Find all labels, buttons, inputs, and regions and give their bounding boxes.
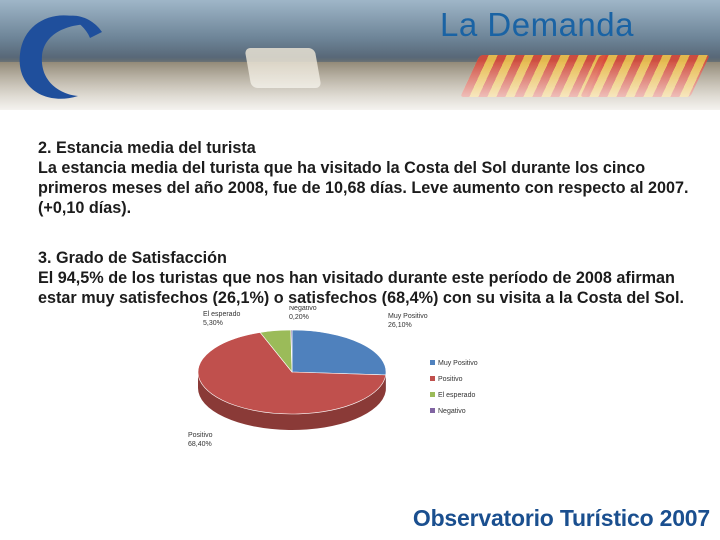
legend-label-1: Positivo <box>438 376 463 383</box>
banner-fade <box>0 60 720 110</box>
legend-label-2: El esperado <box>438 392 475 399</box>
section-heading: 3. Grado de Satisfacción <box>38 249 227 267</box>
section-stay: 2. Estancia media del turista La estanci… <box>38 138 698 218</box>
legend-swatch-0 <box>430 360 435 365</box>
pie-chart-svg: Muy Positivo 26,10% Positivo 68,40% El esper… <box>188 306 478 448</box>
legend-swatch-1 <box>430 376 435 381</box>
pie-slice-3 <box>290 329 293 373</box>
satisfaction-pie-chart: Muy Positivo 26,10% Positivo 68,40% El esper… <box>173 306 495 472</box>
legend-label-3: Negativo <box>438 408 466 415</box>
header-banner: La Demanda <box>0 0 720 110</box>
legend-swatch-2 <box>430 392 435 397</box>
data-label-1-value: 68,40% <box>188 441 212 448</box>
section-satisfaction: 3. Grado de Satisfacción El 94,5% de los… <box>38 248 698 308</box>
data-label-0-name: Muy Positivo <box>388 313 428 320</box>
section-body: La estancia media del turista que ha vis… <box>38 159 689 217</box>
section-heading: 2. Estancia media del turista <box>38 139 256 157</box>
data-label-1-name: Positivo <box>188 432 213 439</box>
section-body: El 94,5% de los turistas que nos han vis… <box>38 269 684 307</box>
data-label-2-name: El esperado <box>203 311 240 318</box>
data-label-3-name: Negativo <box>289 306 317 312</box>
legend-label-0: Muy Positivo <box>438 360 478 367</box>
pie-slice-0 <box>291 329 387 376</box>
legend-swatch-3 <box>430 408 435 413</box>
pie-side-1 <box>198 372 386 430</box>
pie-slice-1 <box>197 332 387 415</box>
page-title: La Demanda <box>440 6 634 43</box>
data-label-0-value: 26,10% <box>388 322 412 329</box>
data-label-3-value: 0,20% <box>289 314 309 321</box>
logo-c-icon <box>19 15 102 99</box>
footer-brand: Observatorio Turístico 2007 <box>412 505 710 531</box>
data-label-2-value: 5,30% <box>203 320 223 327</box>
